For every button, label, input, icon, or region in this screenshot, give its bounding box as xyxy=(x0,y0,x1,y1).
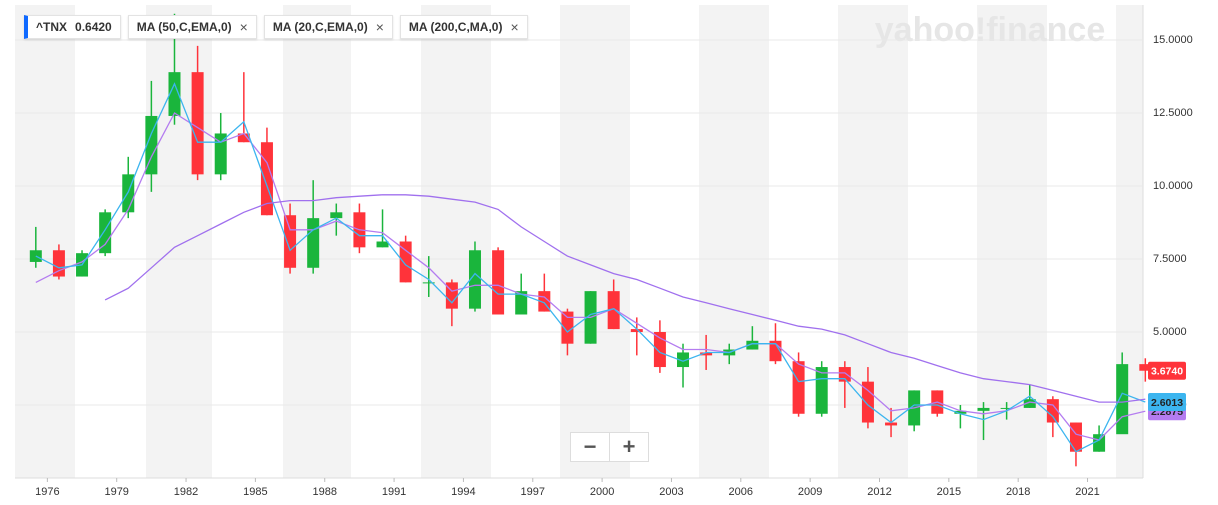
x-tick-label: 1988 xyxy=(312,486,336,498)
x-tick-label: 2009 xyxy=(798,486,822,498)
remove-button[interactable]: × xyxy=(375,19,384,35)
zoom-out-button[interactable]: − xyxy=(583,434,597,459)
candle-body xyxy=(607,291,620,330)
candle-body xyxy=(861,381,874,423)
candle-body xyxy=(815,367,828,414)
candle-body xyxy=(1000,407,1013,409)
candle-body xyxy=(1116,364,1129,435)
candle-body xyxy=(561,311,574,344)
x-tick-label: 2012 xyxy=(867,486,891,498)
y-tick-label: 7.5000 xyxy=(1153,253,1187,265)
x-tick-label: 2018 xyxy=(1006,486,1030,498)
x-tick-label: 1985 xyxy=(243,486,267,498)
candle-body xyxy=(630,329,643,333)
zoom-controls: − + xyxy=(570,432,649,462)
zoom-in-button[interactable]: + xyxy=(609,433,648,461)
candle-body xyxy=(307,218,320,268)
y-tick-label: 12.5000 xyxy=(1153,107,1193,119)
candle-body xyxy=(237,133,250,143)
candle-body xyxy=(515,291,528,315)
shade-band xyxy=(560,5,630,478)
y-tick-label: 5.0000 xyxy=(1153,326,1187,338)
candle-body xyxy=(284,215,297,268)
x-tick-label: 1982 xyxy=(174,486,198,498)
candle-body xyxy=(468,250,481,309)
candle-body xyxy=(746,340,759,350)
candle-body xyxy=(677,352,690,368)
legend-label: MA (50,C,EMA,0) xyxy=(136,20,232,34)
watermark: yahoo!finance xyxy=(875,11,1105,49)
legend-chip[interactable]: MA (200,C,MA,0) × xyxy=(399,15,528,39)
candle-body xyxy=(792,361,805,414)
ma-line xyxy=(35,82,1146,453)
candle-body xyxy=(885,422,898,426)
candle-body xyxy=(214,133,227,175)
candle-body xyxy=(700,352,713,356)
legend-label: ^TNX xyxy=(36,20,68,34)
last-value-label: 3.6740 xyxy=(1151,366,1183,378)
x-tick-label: 1976 xyxy=(35,486,59,498)
x-tick-label: 2003 xyxy=(659,486,683,498)
legend-chip[interactable]: MA (20,C,EMA,0) × xyxy=(263,15,393,39)
candle-body xyxy=(330,212,343,219)
candle-body xyxy=(99,212,112,254)
x-tick-label: 2006 xyxy=(729,486,753,498)
candle-body xyxy=(1139,364,1152,371)
candle-body xyxy=(1069,422,1082,452)
remove-button[interactable]: × xyxy=(510,19,519,35)
legend-chip[interactable]: MA (50,C,EMA,0) × xyxy=(127,15,257,39)
legend: ^TNX 0.6420 MA (50,C,EMA,0) × MA (20,C,EMA… xyxy=(24,15,528,39)
x-tick-label: 1979 xyxy=(104,486,128,498)
legend-label: MA (200,C,MA,0) xyxy=(408,20,503,34)
candle-body xyxy=(422,282,435,284)
x-tick-label: 2021 xyxy=(1075,486,1099,498)
candle-body xyxy=(954,410,967,414)
shade-band xyxy=(699,5,769,478)
x-tick-label: 2000 xyxy=(590,486,614,498)
last-value-label: 2.6013 xyxy=(1151,397,1183,409)
candle-body xyxy=(838,367,851,382)
legend-label: MA (20,C,EMA,0) xyxy=(272,20,368,34)
candle-body xyxy=(399,241,412,283)
ma-line xyxy=(104,194,1146,403)
background xyxy=(15,5,1144,479)
candle-body xyxy=(1023,399,1036,408)
candle-body xyxy=(1093,434,1106,452)
x-tick-label: 1994 xyxy=(451,486,475,498)
x-tick-label: 1997 xyxy=(521,486,545,498)
candle-body xyxy=(376,241,389,248)
x-tick-label: 2015 xyxy=(937,486,961,498)
candle-body xyxy=(977,407,990,411)
candle-body xyxy=(191,72,204,175)
candle-body xyxy=(145,115,158,175)
x-tick-label: 1991 xyxy=(382,486,406,498)
legend-chip[interactable]: ^TNX 0.6420 xyxy=(24,15,121,39)
last-value-tag xyxy=(1148,361,1186,380)
candle-body xyxy=(260,142,273,216)
legend-value: 0.6420 xyxy=(75,20,112,34)
candle-body xyxy=(653,332,666,368)
candle-body xyxy=(52,250,65,277)
candle-body xyxy=(492,250,505,315)
y-tick-label: 15.0000 xyxy=(1153,34,1193,46)
y-tick-label: 10.0000 xyxy=(1153,180,1193,192)
shade-band xyxy=(421,5,491,478)
remove-button[interactable]: × xyxy=(239,19,248,35)
shade-band xyxy=(15,5,75,478)
last-value-tag xyxy=(1148,393,1186,412)
candle-body xyxy=(168,72,181,116)
